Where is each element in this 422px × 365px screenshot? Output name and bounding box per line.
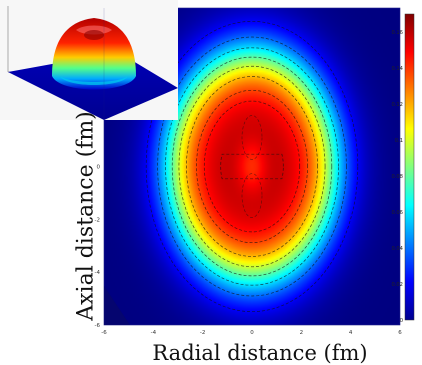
contour-line (186, 76, 318, 257)
contour-line (196, 89, 308, 244)
colorbar-tick-label: 0.14 (391, 66, 403, 72)
contour-line (171, 56, 333, 277)
surface-blob (52, 18, 136, 90)
colorbar-tick-label: 0.08 (391, 174, 403, 180)
contour-line (203, 100, 301, 233)
colorbar-tick-label: 0.02 (391, 282, 403, 288)
x-tick-label: 2 (300, 330, 304, 336)
x-tick-label: 0 (250, 330, 254, 336)
contour-line (145, 20, 359, 313)
colorbar-tick-labels: 0 0.02 0.04 0.06 0.08 0.1 0.12 0.14 0.16 (391, 30, 403, 324)
colorbar: 0 0.02 0.04 0.06 0.08 0.1 0.12 0.14 0.16 (391, 13, 415, 324)
colorbar-tick-label: 0.12 (391, 102, 403, 108)
colorbar-gradient (404, 13, 415, 321)
x-tick-label: -4 (151, 330, 157, 336)
contour-lines (145, 20, 359, 313)
contour-line (241, 115, 263, 160)
y-axis-label: Axial distance (fm) (73, 111, 99, 321)
colorbar-tick-label: 0.1 (395, 138, 403, 144)
x-tick-label: -6 (101, 330, 107, 336)
x-tick-label: 6 (398, 330, 402, 336)
x-axis-label: Radial distance (fm) (152, 341, 368, 365)
colorbar-tick-label: 0 (400, 318, 403, 324)
contour-line (241, 173, 263, 218)
x-tick-labels: -6 -4 -2 0 2 4 6 (101, 330, 402, 336)
colorbar-tick-label: 0.16 (391, 30, 403, 36)
colorbar-tick-label: 0.06 (391, 210, 403, 216)
x-tick-label: 4 (349, 330, 353, 336)
contour-line (178, 65, 326, 268)
colorbar-tick-label: 0.04 (391, 246, 403, 252)
y-tick-label: -4 (95, 270, 101, 276)
plot-frame (103, 7, 401, 326)
contour-line (220, 153, 284, 180)
y-tick-label: -2 (95, 217, 100, 223)
y-tick-label: 0 (97, 165, 101, 171)
surface-inset (0, 0, 178, 120)
y-tick-label: -6 (95, 323, 101, 329)
x-tick-label: -2 (200, 330, 205, 336)
